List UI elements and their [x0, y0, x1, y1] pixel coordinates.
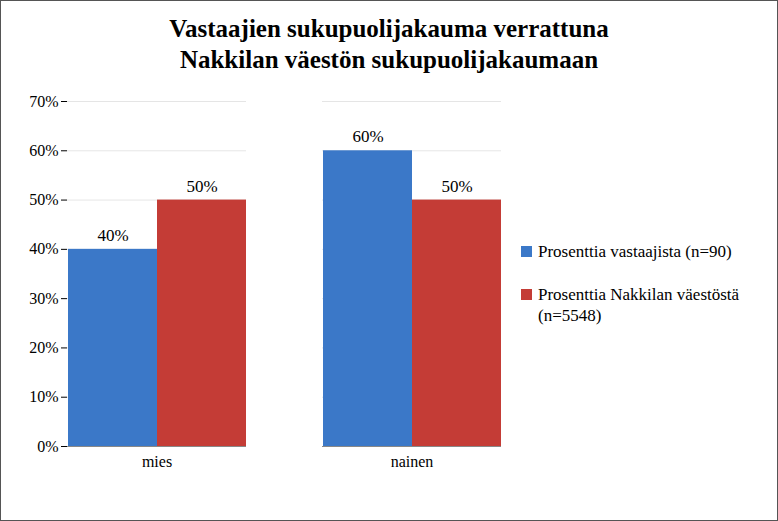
svg-text:40%: 40%: [29, 240, 58, 257]
svg-text:mies: mies: [142, 453, 172, 470]
svg-text:nainen: nainen: [391, 453, 434, 470]
svg-text:70%: 70%: [29, 93, 58, 110]
svg-text:60%: 60%: [352, 127, 383, 146]
svg-text:50%: 50%: [186, 177, 217, 196]
html-text:Vastaajien sukupuolijakauma ve: Vastaajien sukupuolijakauma verrattuna N…: [169, 15, 609, 73]
svg-text:50%: 50%: [29, 191, 58, 208]
svg-text:50%: 50%: [441, 177, 472, 196]
svg-text:10%: 10%: [29, 388, 58, 405]
svg-text:20%: 20%: [29, 339, 58, 356]
html-text:Prosenttia Nakkilan väestöstä: Prosenttia Nakkilan väestöstä (n=5548): [538, 285, 740, 325]
svg-text:60%: 60%: [29, 142, 58, 159]
svg-text:0%: 0%: [37, 438, 58, 455]
svg-text:30%: 30%: [29, 290, 58, 307]
html-text:Prosenttia vastaajista (n=90): Prosenttia vastaajista (n=90): [538, 242, 732, 261]
svg-text:40%: 40%: [97, 226, 128, 245]
